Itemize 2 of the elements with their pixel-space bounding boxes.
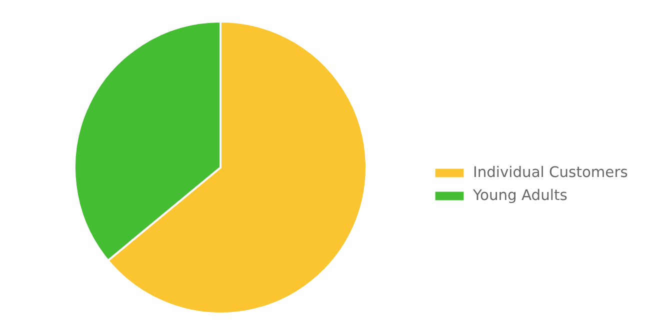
legend-label: Young Adults [473,187,568,204]
legend-label: Individual Customers [473,164,628,181]
